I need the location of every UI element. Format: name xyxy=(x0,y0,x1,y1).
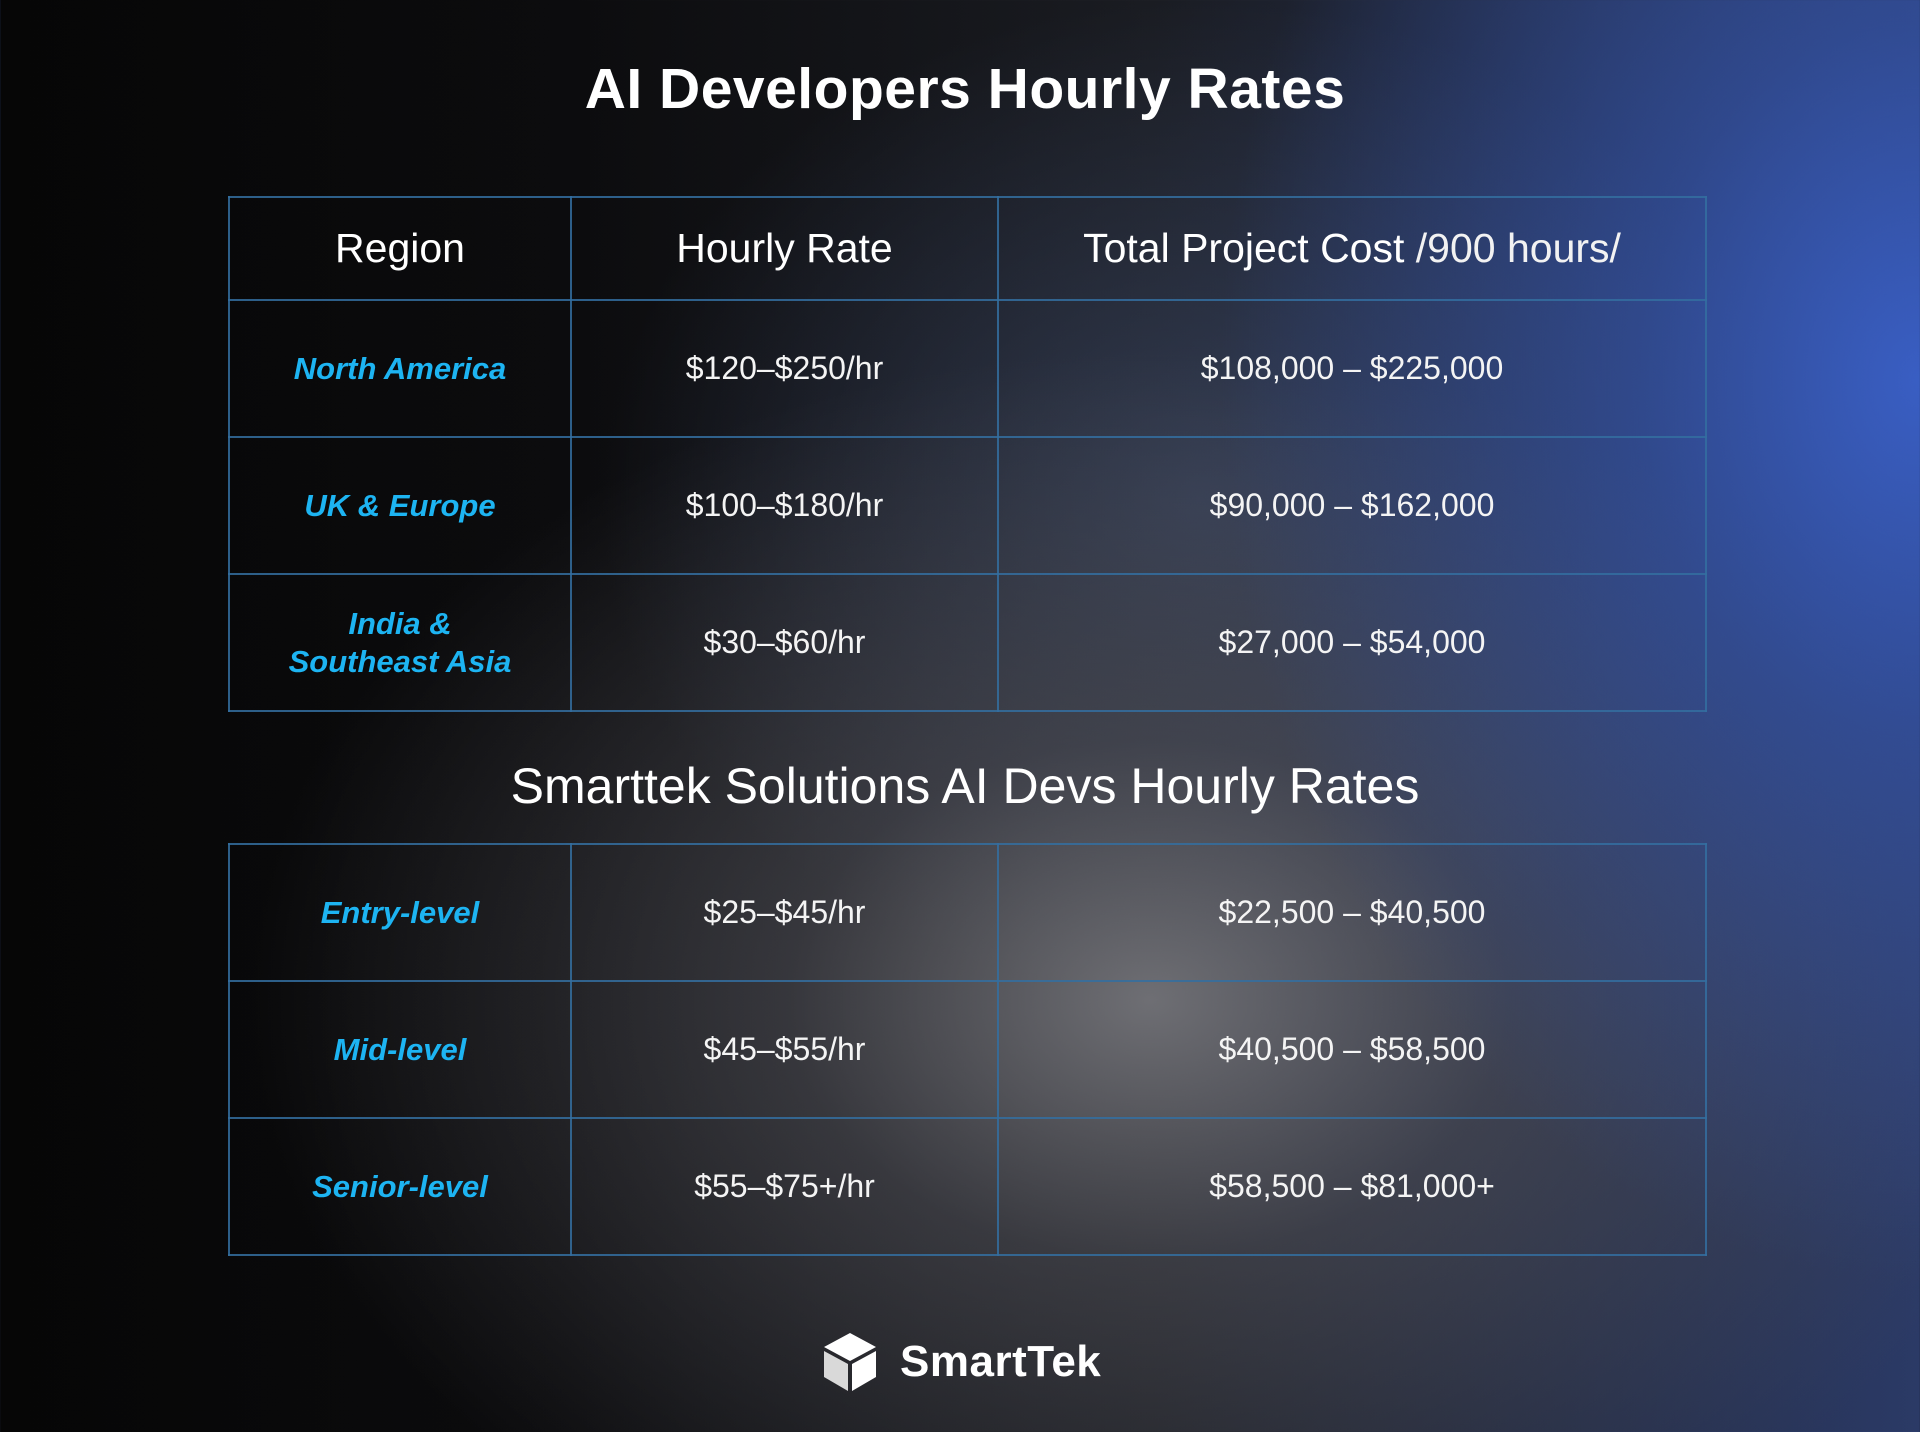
table-row: Entry-level $25–$45/hr $22,500 – $40,500 xyxy=(228,843,1707,982)
table-row: India & Southeast Asia $30–$60/hr $27,00… xyxy=(228,573,1707,712)
header-region: Region xyxy=(228,196,572,301)
region-cell: North America xyxy=(228,299,572,438)
rate-cell: $55–$75+/hr xyxy=(570,1117,999,1256)
rate-cell: $120–$250/hr xyxy=(570,299,999,438)
header-total-cost-label: Total Project Cost xyxy=(1083,225,1405,271)
region-cell-line2: Southeast Asia xyxy=(288,643,512,679)
header-total-cost-suffix: /900 hours/ xyxy=(1415,225,1621,271)
cost-cell: $90,000 – $162,000 xyxy=(997,436,1707,575)
rate-cell: $25–$45/hr xyxy=(570,843,999,982)
table-row: Senior-level $55–$75+/hr $58,500 – $81,0… xyxy=(228,1117,1707,1256)
brand-name: SmartTek xyxy=(900,1337,1102,1386)
page-title: AI Developers Hourly Rates xyxy=(584,57,1346,121)
cost-cell: $22,500 – $40,500 xyxy=(997,843,1707,982)
region-cell-line1: India & xyxy=(348,605,452,641)
cube-logo-icon xyxy=(824,1333,876,1391)
region-cell: India & Southeast Asia xyxy=(228,573,572,712)
cost-cell: $108,000 – $225,000 xyxy=(997,299,1707,438)
regional-rates-table: Region Hourly Rate Total Project Cost /9… xyxy=(228,196,1707,712)
rate-cell: $30–$60/hr xyxy=(570,573,999,712)
level-cell: Mid-level xyxy=(228,980,572,1119)
header-total-cost: Total Project Cost /900 hours/ xyxy=(997,196,1707,301)
cost-cell: $40,500 – $58,500 xyxy=(997,980,1707,1119)
table-header-row: Region Hourly Rate Total Project Cost /9… xyxy=(228,196,1707,301)
rate-cell: $45–$55/hr xyxy=(570,980,999,1119)
smarttek-rates-table: Entry-level $25–$45/hr $22,500 – $40,500… xyxy=(228,843,1707,1256)
level-cell: Senior-level xyxy=(228,1117,572,1256)
table-row: North America $120–$250/hr $108,000 – $2… xyxy=(228,299,1707,438)
section-subtitle: Smarttek Solutions AI Devs Hourly Rates xyxy=(510,758,1420,814)
region-cell: UK & Europe xyxy=(228,436,572,575)
cost-cell: $58,500 – $81,000+ xyxy=(997,1117,1707,1256)
table-row: UK & Europe $100–$180/hr $90,000 – $162,… xyxy=(228,436,1707,575)
cost-cell: $27,000 – $54,000 xyxy=(997,573,1707,712)
rate-cell: $100–$180/hr xyxy=(570,436,999,575)
brand-logo: SmartTek xyxy=(822,1331,1101,1393)
header-hourly-rate: Hourly Rate xyxy=(570,196,999,301)
level-cell: Entry-level xyxy=(228,843,572,982)
table-row: Mid-level $45–$55/hr $40,500 – $58,500 xyxy=(228,980,1707,1119)
